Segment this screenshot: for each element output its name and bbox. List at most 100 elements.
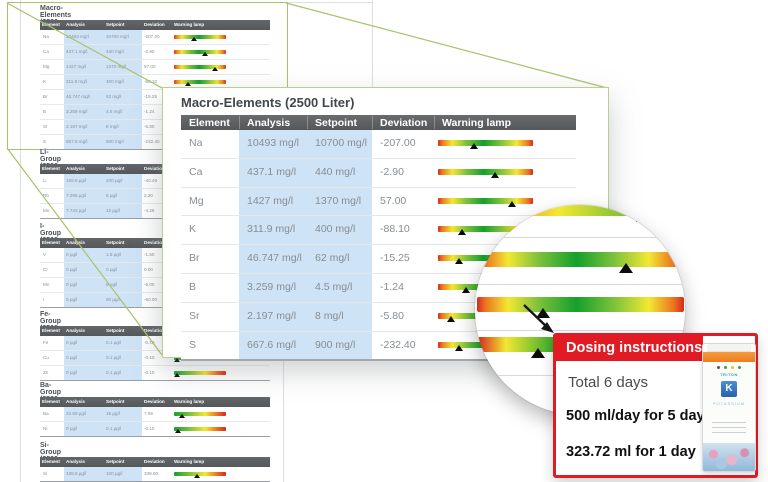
- cell-deviation: -0.10: [144, 355, 155, 360]
- warning-lamp-marker-icon: [469, 143, 478, 149]
- column-header: Deviation: [144, 459, 165, 464]
- cell-setpoint: 1370 mg/l: [315, 194, 362, 207]
- cell-element: K: [43, 79, 47, 84]
- warning-lamp-bar: [438, 226, 533, 233]
- cell-setpoint: 0.1 µg/l: [106, 340, 122, 345]
- cell-setpoint: 8 mg/l: [315, 309, 344, 322]
- table-body: Na 10493 mg/l 10700 mg/l -207.00 Ca 437.1 mg/…: [181, 130, 576, 362]
- column-header: Warning lamp: [174, 22, 205, 27]
- highlight-column-bg: [64, 263, 142, 277]
- table-header: Element Analysis Setpoint Deviation Warning …: [40, 457, 270, 467]
- cell-element: Zn: [43, 370, 49, 375]
- table-row: Ba 22.59 µg/l 15 µg/l 7.59: [40, 407, 270, 422]
- cell-setpoint: 60 µg/l: [106, 297, 120, 302]
- cell-element: S: [43, 139, 47, 144]
- warning-lamp-bar: [174, 50, 226, 54]
- cell-analysis: 0 µg/l: [66, 370, 78, 375]
- column-header: Setpoint: [106, 22, 125, 27]
- warning-lamp-bar: [438, 140, 533, 146]
- cell-analysis: 10493 mg/l: [66, 34, 89, 39]
- warning-lamp-marker-icon: [446, 315, 455, 322]
- cell-element: Ca: [189, 165, 203, 178]
- cell-analysis: 0 µg/l: [66, 340, 78, 345]
- cell-deviation: 0.00: [144, 267, 153, 272]
- lamp-br-magnified: [477, 252, 684, 267]
- cell-analysis: 7.743 µg/l: [66, 208, 87, 213]
- highlight-column-bg: [64, 336, 142, 350]
- highlight-column-bg: [239, 187, 372, 216]
- cell-element: S: [189, 338, 197, 351]
- cell-element: Cu: [43, 355, 49, 360]
- warning-lamp-marker-icon: [184, 82, 191, 86]
- cell-setpoint: 4.5 mg/l: [315, 280, 353, 293]
- cell-element: Si: [43, 471, 48, 476]
- background-table: Element Analysis Setpoint Deviation Warning …: [40, 457, 270, 482]
- cell-element: Li: [43, 178, 47, 183]
- table-header: Element Analysis Setpoint Deviation Warning …: [181, 115, 576, 130]
- column-header: Deviation: [144, 328, 165, 333]
- column-header: Analysis: [66, 240, 85, 245]
- cell-setpoint: 900 mg/l: [106, 139, 124, 144]
- column-header: Deviation: [144, 22, 165, 27]
- column-header: Setpoint: [315, 117, 357, 129]
- column-header: Deviation: [144, 240, 165, 245]
- cell-deviation: 338.60: [144, 471, 159, 476]
- column-header: Analysis: [66, 328, 85, 333]
- highlight-column-bg: [64, 189, 142, 203]
- cell-analysis: 438.6 µg/l: [66, 471, 87, 476]
- callout-arrow-icon: [523, 304, 554, 333]
- column-header: Element: [42, 22, 60, 27]
- highlight-column-bg: [64, 204, 142, 218]
- column-header: Element: [42, 459, 60, 464]
- cell-element: Cr: [43, 267, 48, 272]
- warning-lamp-marker-icon: [175, 429, 182, 433]
- cell-element: B: [43, 109, 47, 114]
- column-divider-top: [372, 0, 373, 88]
- cell-analysis: 1427 mg/l: [247, 194, 294, 207]
- bottle-cap: [707, 344, 751, 352]
- header-separator: [434, 116, 435, 129]
- cell-analysis: 0 µg/l: [66, 355, 78, 360]
- cell-element: Br: [43, 94, 48, 99]
- product-bottle-image: TRITON K POTASSIUM: [702, 343, 756, 472]
- table-row: Ni 0 µg/l 0.1 µg/l -0.10: [40, 422, 270, 437]
- cell-element: Sr: [189, 309, 200, 322]
- warning-lamp-bar: [174, 371, 226, 375]
- column-header: Analysis: [66, 399, 85, 404]
- cell-analysis: 46.747 mg/l: [247, 252, 302, 265]
- cell-deviation: -2.90: [380, 165, 404, 178]
- cell-setpoint: 8 mg/l: [106, 124, 119, 129]
- lamp-br-magnified-marker-icon: [619, 263, 634, 273]
- cell-element: Rb: [43, 193, 49, 198]
- cell-deviation: -232.40: [380, 338, 416, 351]
- cell-analysis: 3.259 mg/l: [247, 280, 297, 293]
- background-table: Element Analysis Setpoint Deviation Warning …: [40, 397, 270, 437]
- warning-lamp-bar: [174, 427, 226, 431]
- warning-lamp-marker-icon: [173, 358, 180, 362]
- cell-analysis: 667.6 mg/l: [66, 139, 88, 144]
- highlight-column-bg: [64, 248, 142, 262]
- cell-deviation: -1.24: [144, 109, 155, 114]
- cell-setpoint: 0.1 µg/l: [106, 426, 122, 431]
- cell-element: V: [43, 252, 47, 257]
- cell-setpoint: 5 µg/l: [106, 282, 118, 287]
- column-header: Element: [189, 117, 230, 129]
- column-header: Deviation: [144, 166, 165, 171]
- cell-element: Mg: [43, 64, 50, 69]
- highlight-column-bg: [64, 351, 142, 365]
- bottle-fine-print: [712, 422, 746, 423]
- cell-analysis: 0 µg/l: [66, 267, 78, 272]
- cell-element: K: [189, 223, 197, 236]
- cell-element: Mo: [43, 208, 50, 213]
- warning-lamp-marker-icon: [455, 258, 464, 265]
- warning-lamp-marker-icon: [211, 67, 218, 71]
- bottle-brand-text: TRITON: [720, 372, 738, 377]
- column-header: Warning lamp: [174, 399, 205, 404]
- cell-element: Mg: [189, 194, 204, 207]
- cell-element: Na: [43, 34, 49, 39]
- cell-setpoint: 400 mg/l: [106, 79, 124, 84]
- lamp-k-magnified: [495, 205, 685, 216]
- cell-deviation: -0.10: [144, 370, 155, 375]
